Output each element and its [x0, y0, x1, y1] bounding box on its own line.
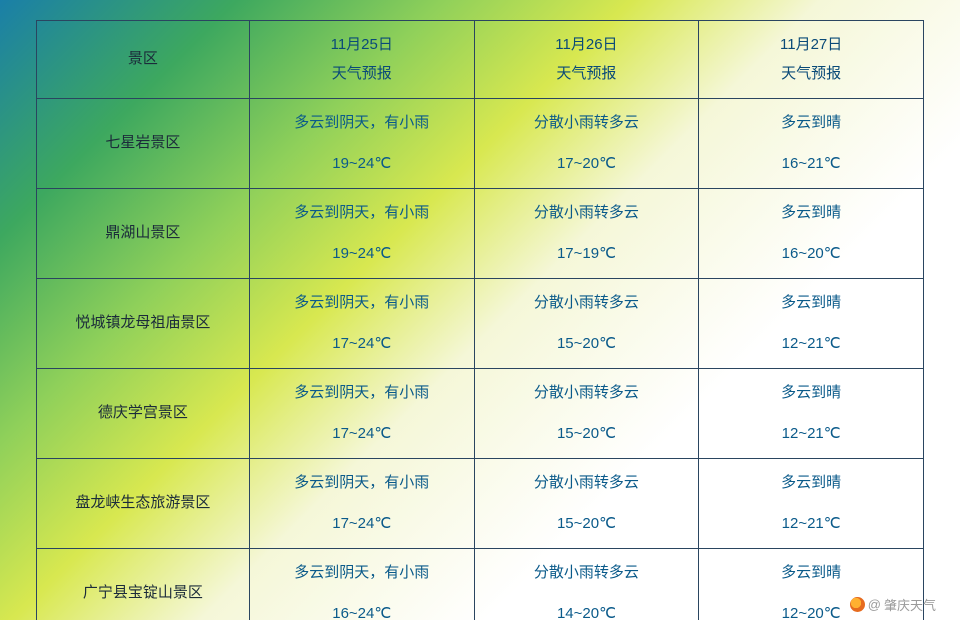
forecast-cell: 多云到阴天，有小雨 17~24℃ — [249, 459, 474, 549]
forecast-cell: 分散小雨转多云 17~19℃ — [474, 189, 699, 279]
weather-text: 多云到晴 — [703, 289, 919, 318]
forecast-cell: 多云到阴天，有小雨 19~24℃ — [249, 189, 474, 279]
scenic-name-cell: 德庆学宫景区 — [37, 369, 250, 459]
scenic-name-cell: 七星岩景区 — [37, 99, 250, 189]
weather-text: 多云到阴天，有小雨 — [254, 199, 470, 228]
forecast-cell: 多云到晴 16~20℃ — [699, 189, 924, 279]
weather-text: 多云到阴天，有小雨 — [254, 559, 470, 588]
temperature-text: 16~21℃ — [703, 150, 919, 179]
forecast-cell: 分散小雨转多云 15~20℃ — [474, 369, 699, 459]
weather-text: 分散小雨转多云 — [479, 109, 695, 138]
forecast-cell: 多云到晴 12~21℃ — [699, 459, 924, 549]
watermark: @肇庆天气 — [850, 595, 936, 614]
page-background: 景区 11月25日 天气预报 11月26日 天气预报 11月27日 天气预报 七… — [0, 0, 960, 620]
scenic-name-cell: 广宁县宝锭山景区 — [37, 549, 250, 620]
weather-text: 分散小雨转多云 — [479, 379, 695, 408]
temperature-text: 15~20℃ — [479, 420, 695, 449]
weather-text: 分散小雨转多云 — [479, 289, 695, 318]
weather-text: 分散小雨转多云 — [479, 469, 695, 498]
temperature-text: 17~24℃ — [254, 510, 470, 539]
forecast-cell: 多云到阴天，有小雨 17~24℃ — [249, 279, 474, 369]
temperature-text: 17~20℃ — [479, 150, 695, 179]
date-line1: 11月26日 — [555, 36, 617, 53]
scenic-name-cell: 盘龙峡生态旅游景区 — [37, 459, 250, 549]
date-header-1: 11月26日 天气预报 — [474, 21, 699, 99]
temperature-text: 15~20℃ — [479, 330, 695, 359]
temperature-text: 15~20℃ — [479, 510, 695, 539]
temperature-text: 16~24℃ — [254, 600, 470, 620]
temperature-text: 19~24℃ — [254, 240, 470, 269]
table-row: 悦城镇龙母祖庙景区多云到阴天，有小雨17~24℃分散小雨转多云15~20℃多云到… — [37, 279, 924, 369]
date-line1: 11月27日 — [780, 36, 842, 53]
weather-text: 多云到阴天，有小雨 — [254, 289, 470, 318]
weather-text: 分散小雨转多云 — [479, 559, 695, 588]
table-row: 德庆学宫景区多云到阴天，有小雨 17~24℃ 分散小雨转多云 15~20℃ 多云到晴 12… — [37, 369, 924, 459]
temperature-text: 12~21℃ — [703, 510, 919, 539]
weather-text: 多云到晴 — [703, 109, 919, 138]
weather-text: 多云到晴 — [703, 559, 919, 588]
weather-text: 多云到晴 — [703, 199, 919, 228]
table-row: 七星岩景区多云到阴天，有小雨 19~24℃ 分散小雨转多云 17~20℃ 多云到晴 16~… — [37, 99, 924, 189]
weather-text: 多云到阴天，有小雨 — [254, 109, 470, 138]
forecast-cell: 多云到晴 16~21℃ — [699, 99, 924, 189]
weibo-icon — [850, 597, 865, 612]
weather-text: 多云到晴 — [703, 379, 919, 408]
table-row: 盘龙峡生态旅游景区多云到阴天，有小雨17~24℃分散小雨转多云15~20℃多云到… — [37, 459, 924, 549]
table-body: 七星岩景区多云到阴天，有小雨19~24℃分散小雨转多云17~20℃多云到晴16~… — [37, 99, 924, 620]
table-header-row: 景区 11月25日 天气预报 11月26日 天气预报 11月27日 天气预报 — [37, 21, 924, 99]
forecast-cell: 多云到晴 12~21℃ — [699, 279, 924, 369]
weather-text: 多云到阴天，有小雨 — [254, 469, 470, 498]
watermark-text: 肇庆天气 — [884, 595, 936, 614]
table-row: 广宁县宝锭山景区多云到阴天，有小雨 16~24℃ 分散小雨转多云 14~20℃ 多云到晴… — [37, 549, 924, 620]
temperature-text: 19~24℃ — [254, 150, 470, 179]
scenic-name-cell: 鼎湖山景区 — [37, 189, 250, 279]
forecast-cell: 多云到阴天，有小雨 19~24℃ — [249, 99, 474, 189]
forecast-cell: 多云到晴 12~21℃ — [699, 369, 924, 459]
watermark-prefix: @ — [868, 597, 881, 612]
scenic-name-cell: 悦城镇龙母祖庙景区 — [37, 279, 250, 369]
forecast-cell: 分散小雨转多云 14~20℃ — [474, 549, 699, 620]
temperature-text: 17~24℃ — [254, 330, 470, 359]
date-header-0: 11月25日 天气预报 — [249, 21, 474, 99]
forecast-cell: 多云到阴天，有小雨 16~24℃ — [249, 549, 474, 620]
date-line2: 天气预报 — [332, 65, 392, 82]
forecast-cell: 多云到阴天，有小雨 17~24℃ — [249, 369, 474, 459]
weather-text: 多云到阴天，有小雨 — [254, 379, 470, 408]
date-header-2: 11月27日 天气预报 — [699, 21, 924, 99]
weather-text: 多云到晴 — [703, 469, 919, 498]
weather-forecast-table: 景区 11月25日 天气预报 11月26日 天气预报 11月27日 天气预报 七… — [36, 20, 924, 620]
temperature-text: 14~20℃ — [479, 600, 695, 620]
temperature-text: 17~24℃ — [254, 420, 470, 449]
date-line1: 11月25日 — [331, 36, 393, 53]
table-row: 鼎湖山景区多云到阴天，有小雨 19~24℃ 分散小雨转多云 17~19℃ 多云到晴 16~… — [37, 189, 924, 279]
forecast-cell: 分散小雨转多云 17~20℃ — [474, 99, 699, 189]
scenic-area-header: 景区 — [37, 21, 250, 99]
date-line2: 天气预报 — [781, 65, 841, 82]
temperature-text: 12~21℃ — [703, 420, 919, 449]
forecast-cell: 分散小雨转多云 15~20℃ — [474, 459, 699, 549]
temperature-text: 12~21℃ — [703, 330, 919, 359]
temperature-text: 17~19℃ — [479, 240, 695, 269]
date-line2: 天气预报 — [556, 65, 616, 82]
weather-text: 分散小雨转多云 — [479, 199, 695, 228]
forecast-cell: 分散小雨转多云 15~20℃ — [474, 279, 699, 369]
temperature-text: 16~20℃ — [703, 240, 919, 269]
